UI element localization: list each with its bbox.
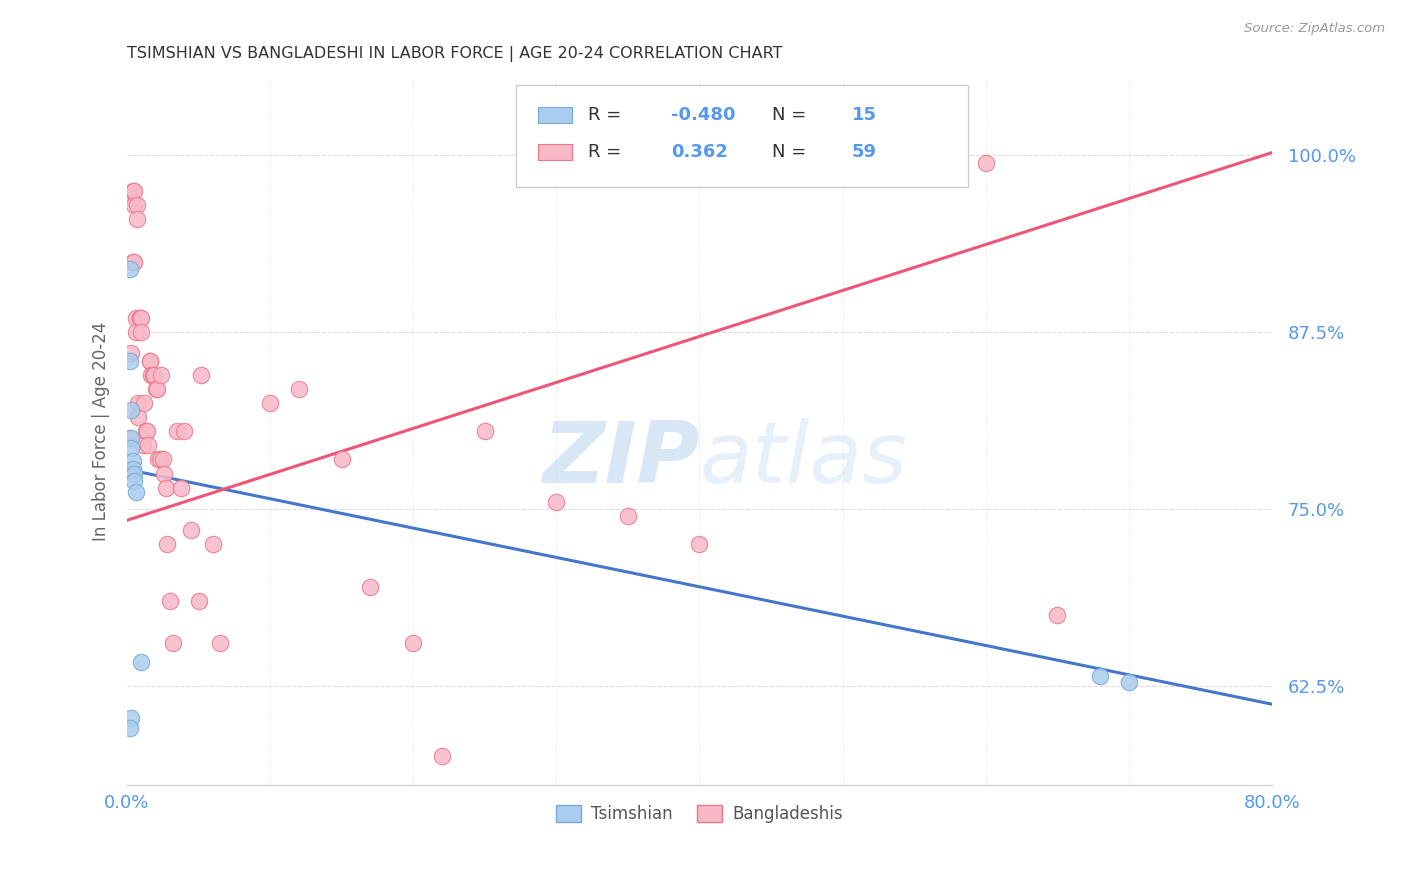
Point <box>122 198 145 212</box>
Point <box>124 311 146 326</box>
Point <box>132 438 155 452</box>
Point <box>359 580 381 594</box>
Point <box>120 191 142 205</box>
Point <box>121 184 143 198</box>
Point <box>125 198 148 212</box>
Text: R =: R = <box>588 106 621 124</box>
Point <box>128 311 150 326</box>
Point <box>170 481 193 495</box>
Point <box>148 452 170 467</box>
Text: 59: 59 <box>852 143 877 161</box>
Point <box>152 452 174 467</box>
Text: R =: R = <box>588 143 621 161</box>
Point <box>127 396 149 410</box>
Text: 0.362: 0.362 <box>671 143 728 161</box>
Point <box>131 311 153 326</box>
Point <box>139 353 162 368</box>
Point <box>166 424 188 438</box>
Text: TSIMSHIAN VS BANGLADESHI IN LABOR FORCE | AGE 20-24 CORRELATION CHART: TSIMSHIAN VS BANGLADESHI IN LABOR FORCE … <box>127 46 783 62</box>
Point <box>143 368 166 382</box>
Point <box>120 711 142 725</box>
Point <box>1118 674 1140 689</box>
Point <box>402 636 425 650</box>
Text: Source: ZipAtlas.com: Source: ZipAtlas.com <box>1244 22 1385 36</box>
Text: ZIP: ZIP <box>541 418 699 501</box>
FancyBboxPatch shape <box>538 145 572 160</box>
Point <box>159 594 181 608</box>
Point <box>187 594 209 608</box>
Point <box>118 261 141 276</box>
Y-axis label: In Labor Force | Age 20-24: In Labor Force | Age 20-24 <box>93 322 110 541</box>
Text: atlas: atlas <box>699 418 907 501</box>
Point <box>141 368 163 382</box>
Point <box>131 655 153 669</box>
Point <box>134 396 156 410</box>
Text: -0.480: -0.480 <box>671 106 735 124</box>
Point <box>125 212 148 227</box>
Point <box>120 441 142 455</box>
Point <box>138 438 160 452</box>
Point <box>430 749 453 764</box>
FancyBboxPatch shape <box>538 107 572 123</box>
Text: N =: N = <box>772 106 806 124</box>
Point <box>155 481 177 495</box>
Point <box>287 382 309 396</box>
Point <box>124 485 146 500</box>
Point <box>122 184 145 198</box>
Point <box>120 431 142 445</box>
Point <box>153 467 176 481</box>
Point <box>156 537 179 551</box>
Point <box>128 311 150 326</box>
Point <box>149 452 172 467</box>
Point <box>122 474 145 488</box>
Point <box>546 495 568 509</box>
Point <box>121 462 143 476</box>
Point <box>150 368 173 382</box>
Point <box>122 254 145 268</box>
Point <box>135 424 157 438</box>
Point <box>136 424 159 438</box>
Point <box>146 382 169 396</box>
Point <box>173 424 195 438</box>
Point <box>259 396 281 410</box>
Text: N =: N = <box>772 143 806 161</box>
Point <box>617 509 640 524</box>
Point <box>139 353 162 368</box>
Point <box>688 537 710 551</box>
Point <box>162 636 184 650</box>
Point <box>974 155 997 169</box>
Point <box>121 254 143 268</box>
Point <box>122 467 145 481</box>
Legend: Tsimshian, Bangladeshis: Tsimshian, Bangladeshis <box>550 798 849 830</box>
Point <box>127 410 149 425</box>
Point <box>1046 608 1069 623</box>
Point <box>131 325 153 339</box>
Text: 15: 15 <box>852 106 877 124</box>
Point <box>208 636 231 650</box>
Point <box>190 368 212 382</box>
Point <box>474 424 496 438</box>
Point <box>201 537 224 551</box>
Point <box>120 346 142 360</box>
Point <box>330 452 353 467</box>
Point <box>142 368 165 382</box>
Point <box>120 403 142 417</box>
Point <box>124 325 146 339</box>
Point <box>118 353 141 368</box>
FancyBboxPatch shape <box>516 85 969 187</box>
Point <box>1088 669 1111 683</box>
Point <box>180 523 202 537</box>
Point <box>121 454 143 468</box>
Point <box>118 431 141 445</box>
Point <box>145 382 167 396</box>
Point <box>118 721 141 735</box>
